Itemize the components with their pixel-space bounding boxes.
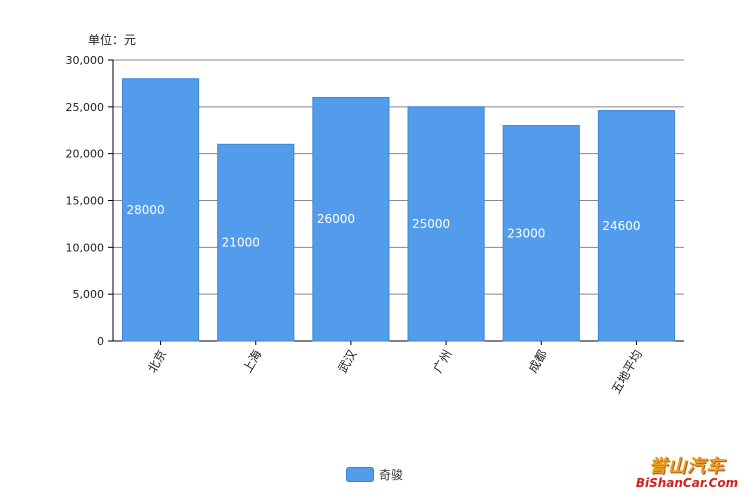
data-label: 23000 [507, 226, 545, 240]
y-tick-label: 5,000 [73, 288, 105, 301]
x-tick-label: 五地平均 [609, 348, 645, 397]
y-tick-label: 25,000 [66, 101, 105, 114]
y-tick-label: 0 [97, 335, 104, 348]
y-tick-label: 20,000 [66, 148, 105, 161]
watermark-logo: 誉山汽车 BiShanCar.Com [632, 452, 742, 490]
x-tick-label: 广州 [431, 348, 455, 376]
x-tick-label: 成都 [526, 348, 550, 376]
y-tick-label: 30,000 [66, 54, 105, 67]
bar [502, 125, 580, 342]
watermark-name: 誉山汽车 [649, 456, 725, 477]
bar [312, 96, 390, 342]
legend-swatch [346, 467, 374, 482]
data-label: 21000 [222, 236, 260, 250]
legend[interactable]: 奇骏 [346, 466, 403, 483]
bar [122, 78, 200, 342]
y-tick-label: 15,000 [66, 195, 105, 208]
data-label: 25000 [412, 217, 450, 231]
bar [407, 106, 485, 342]
watermark-url: BiShanCar.Com [635, 476, 739, 490]
x-tick-label: 北京 [145, 348, 169, 376]
bar [597, 110, 675, 342]
x-tick-label: 上海 [239, 347, 264, 375]
x-tick-label: 武汉 [335, 348, 359, 376]
legend-label: 奇骏 [379, 468, 404, 482]
data-label: 28000 [127, 203, 165, 217]
data-label: 26000 [317, 212, 355, 226]
data-label: 24600 [602, 219, 640, 233]
y-tick-label: 10,000 [66, 241, 105, 254]
unit-label: 单位：元 [88, 33, 137, 47]
